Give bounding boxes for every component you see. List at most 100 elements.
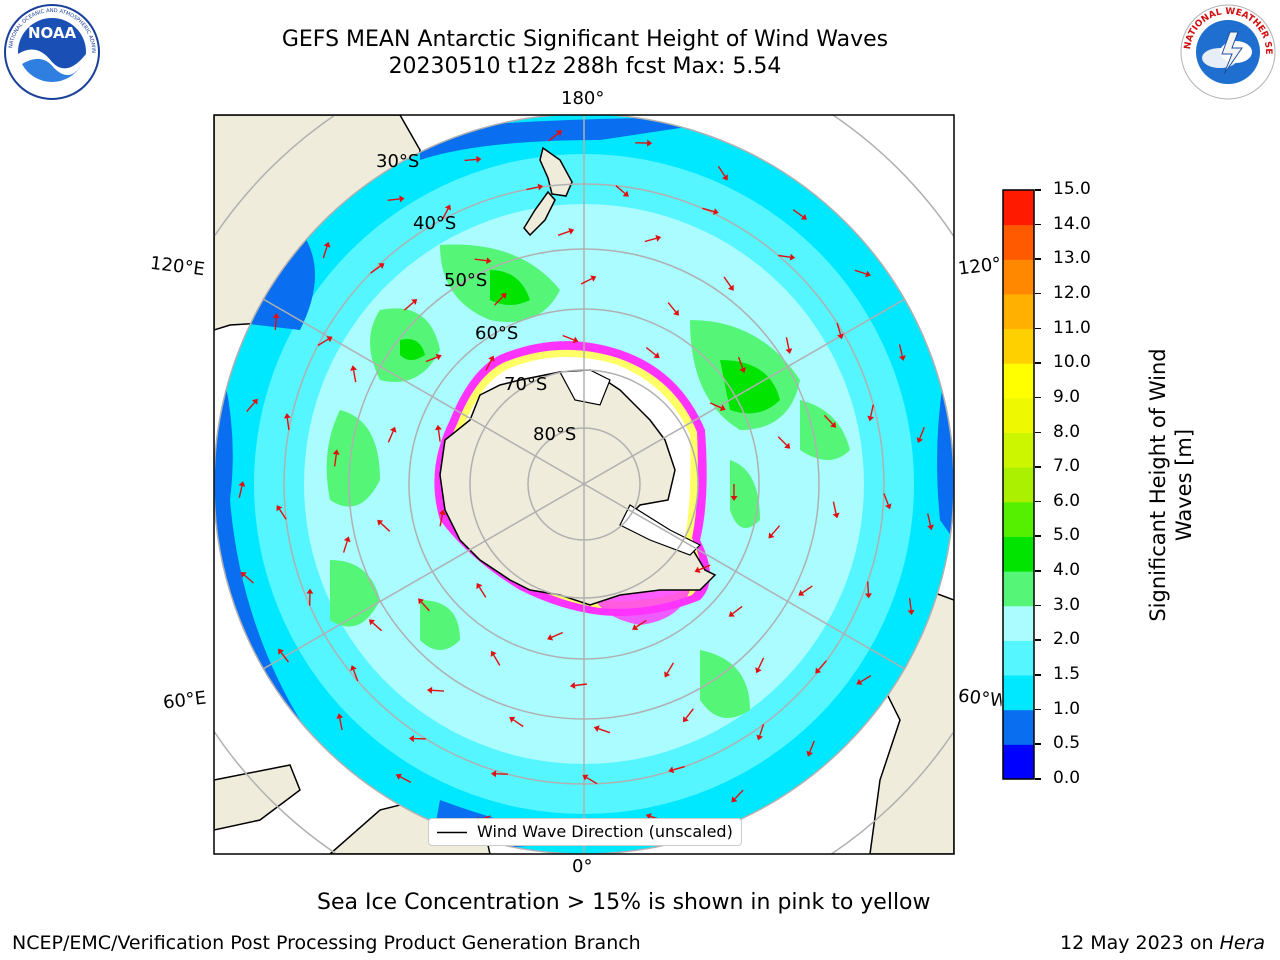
wind-arrow-shaft — [817, 660, 827, 671]
wind-arrow-shaft — [644, 237, 657, 243]
wind-arrow-shaft — [342, 540, 348, 553]
wind-arrow-head — [488, 355, 495, 362]
wind-arrow-head — [622, 190, 629, 197]
wind-arrow-head — [395, 773, 402, 780]
wind-arrow-shaft — [673, 765, 685, 771]
wind-arrow-head — [556, 130, 563, 137]
wind-arrow-head — [343, 536, 351, 543]
wind-arrow-shaft — [399, 776, 412, 784]
wind-arrow-head — [593, 725, 600, 732]
wind-arrow-head — [590, 275, 597, 282]
wind-arrow-shaft — [494, 296, 504, 306]
wind-arrow-shaft — [832, 501, 837, 514]
colorbar-segment — [1003, 190, 1034, 226]
colorbar-segment — [1003, 363, 1034, 399]
colorbar-segment — [1003, 259, 1034, 295]
wind-arrow-head — [476, 583, 483, 590]
wind-arrow-head — [815, 667, 822, 674]
wind-arrow-head — [653, 352, 660, 359]
wind-arrow-shaft — [635, 619, 647, 628]
wind-arrow-shaft — [243, 574, 254, 584]
wind-arrow-head — [572, 336, 579, 344]
colorbar-tick-mark — [1035, 258, 1041, 260]
colorbar-segment — [1003, 675, 1034, 711]
wind-arrow-head — [332, 449, 340, 455]
wind-arrow-head — [399, 195, 405, 203]
colorbar-tick-mark — [1035, 570, 1041, 572]
colorbar-segment — [1003, 501, 1034, 537]
wind-arrow-head — [856, 678, 863, 685]
wind-arrow-shaft — [526, 186, 539, 191]
wind-arrow-head — [435, 424, 442, 431]
wind-arrow-head — [885, 503, 892, 510]
colorbar-tick-mark — [1035, 396, 1041, 399]
wind-arrow-shaft — [785, 337, 790, 350]
wind-arrow-head — [276, 505, 283, 512]
colorbar-tick-label: 5.0 — [1053, 525, 1081, 546]
wind-arrow-head — [867, 415, 875, 422]
colorbar-tick-mark — [1035, 500, 1041, 503]
wind-arrow-shaft — [352, 370, 357, 383]
colorbar-tick-label: 8.0 — [1053, 421, 1081, 442]
colorbar-segment — [1003, 397, 1034, 434]
wind-arrow-head — [694, 566, 701, 573]
wind-arrow-shaft — [586, 776, 598, 785]
wind-arrow-shaft — [709, 402, 722, 409]
colorbar-tick-mark — [1035, 362, 1041, 364]
wind-arrow-head — [306, 588, 314, 594]
wind-arrow-head — [832, 512, 840, 519]
colorbar-tick-mark — [1035, 743, 1041, 745]
wind-arrow-head — [427, 686, 433, 694]
wind-arrow-shaft — [698, 564, 711, 571]
wind-arrow-shaft — [512, 719, 524, 728]
wind-arrow-shaft — [478, 586, 487, 598]
wind-arrow-shaft — [280, 652, 290, 663]
wind-arrow-head — [731, 796, 738, 803]
colorbar-segment — [1003, 293, 1034, 330]
colorbar-tick-label: 13.0 — [1053, 248, 1091, 269]
wind-arrow-head — [251, 398, 258, 405]
wind-arrow-head — [784, 442, 791, 449]
wind-arrow-shaft — [372, 622, 383, 632]
footer-date: 12 May 2023 on Hera — [1060, 932, 1266, 954]
wind-arrow-shaft — [854, 269, 867, 275]
colorbar-segment — [1003, 328, 1034, 364]
wind-arrow-shaft — [562, 334, 575, 341]
colorbar-tick-mark — [1035, 189, 1041, 191]
colorbar-tick-label: 14.0 — [1053, 213, 1091, 234]
wind-arrow-head — [491, 770, 497, 778]
wind-arrow-shaft — [723, 276, 732, 288]
wind-arrow-head — [582, 774, 589, 781]
wind-arrow-head — [418, 598, 424, 605]
wind-arrow-head — [756, 734, 763, 741]
wind-arrow-head — [830, 421, 837, 428]
wind-arrow-shaft — [246, 401, 256, 412]
wind-arrow-head — [739, 367, 746, 373]
wind-arrow-head — [722, 174, 728, 181]
lon-label-bottom: 0° — [572, 856, 593, 877]
wind-arrow-head — [377, 519, 384, 526]
lon-label-top: 180° — [561, 88, 605, 109]
wind-arrow-shaft — [339, 718, 343, 731]
footer-branch: NCEP/EMC/Verification Post Processing Pr… — [12, 932, 641, 954]
wind-arrow-head — [238, 481, 246, 487]
wind-arrow-head — [728, 284, 734, 291]
colorbar-tick-mark — [1035, 466, 1041, 468]
wind-arrow-shaft — [645, 347, 657, 356]
wind-arrow-head — [664, 671, 671, 678]
colorbar-tick-mark — [1035, 535, 1041, 537]
wind-arrow-shaft — [493, 654, 501, 666]
colorbar-segment — [1003, 605, 1034, 641]
wind-arrow-head — [655, 234, 662, 242]
colorbar-tick-mark — [1035, 223, 1041, 226]
wind-arrow-head — [645, 813, 652, 820]
wind-arrow-head — [673, 309, 679, 316]
colorbar-tick-label: 15.0 — [1053, 179, 1091, 199]
wind-arrow-head — [411, 299, 418, 305]
colorbar-segment — [1003, 640, 1034, 676]
wind-arrow-head — [806, 750, 813, 757]
wind-arrow-shaft — [823, 414, 834, 425]
map-legend: Wind Wave Direction (unscaled) — [428, 818, 742, 846]
wind-arrow-head — [798, 589, 805, 596]
